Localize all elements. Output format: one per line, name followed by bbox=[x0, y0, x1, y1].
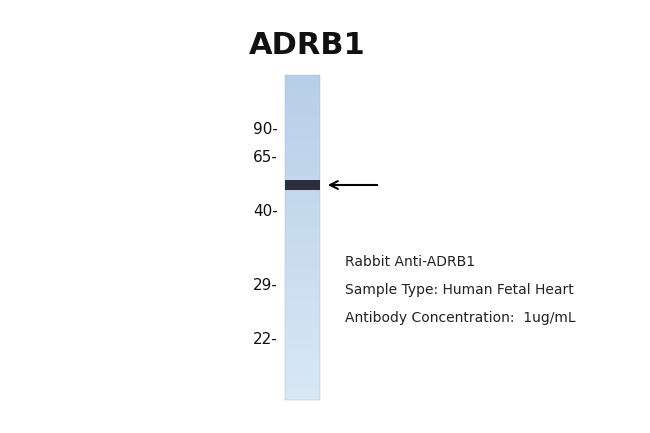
Text: 40-: 40- bbox=[254, 204, 278, 220]
Text: 22-: 22- bbox=[254, 333, 278, 348]
Text: Antibody Concentration:  1ug/mL: Antibody Concentration: 1ug/mL bbox=[345, 311, 576, 325]
Text: 65-: 65- bbox=[253, 151, 278, 165]
Bar bbox=[285, 75, 320, 400]
Text: Sample Type: Human Fetal Heart: Sample Type: Human Fetal Heart bbox=[345, 283, 574, 297]
Text: ADRB1: ADRB1 bbox=[249, 30, 366, 59]
Bar bbox=[285, 180, 320, 190]
Text: 29-: 29- bbox=[253, 278, 278, 293]
Text: 90-: 90- bbox=[253, 123, 278, 138]
Text: Rabbit Anti-ADRB1: Rabbit Anti-ADRB1 bbox=[345, 255, 475, 269]
